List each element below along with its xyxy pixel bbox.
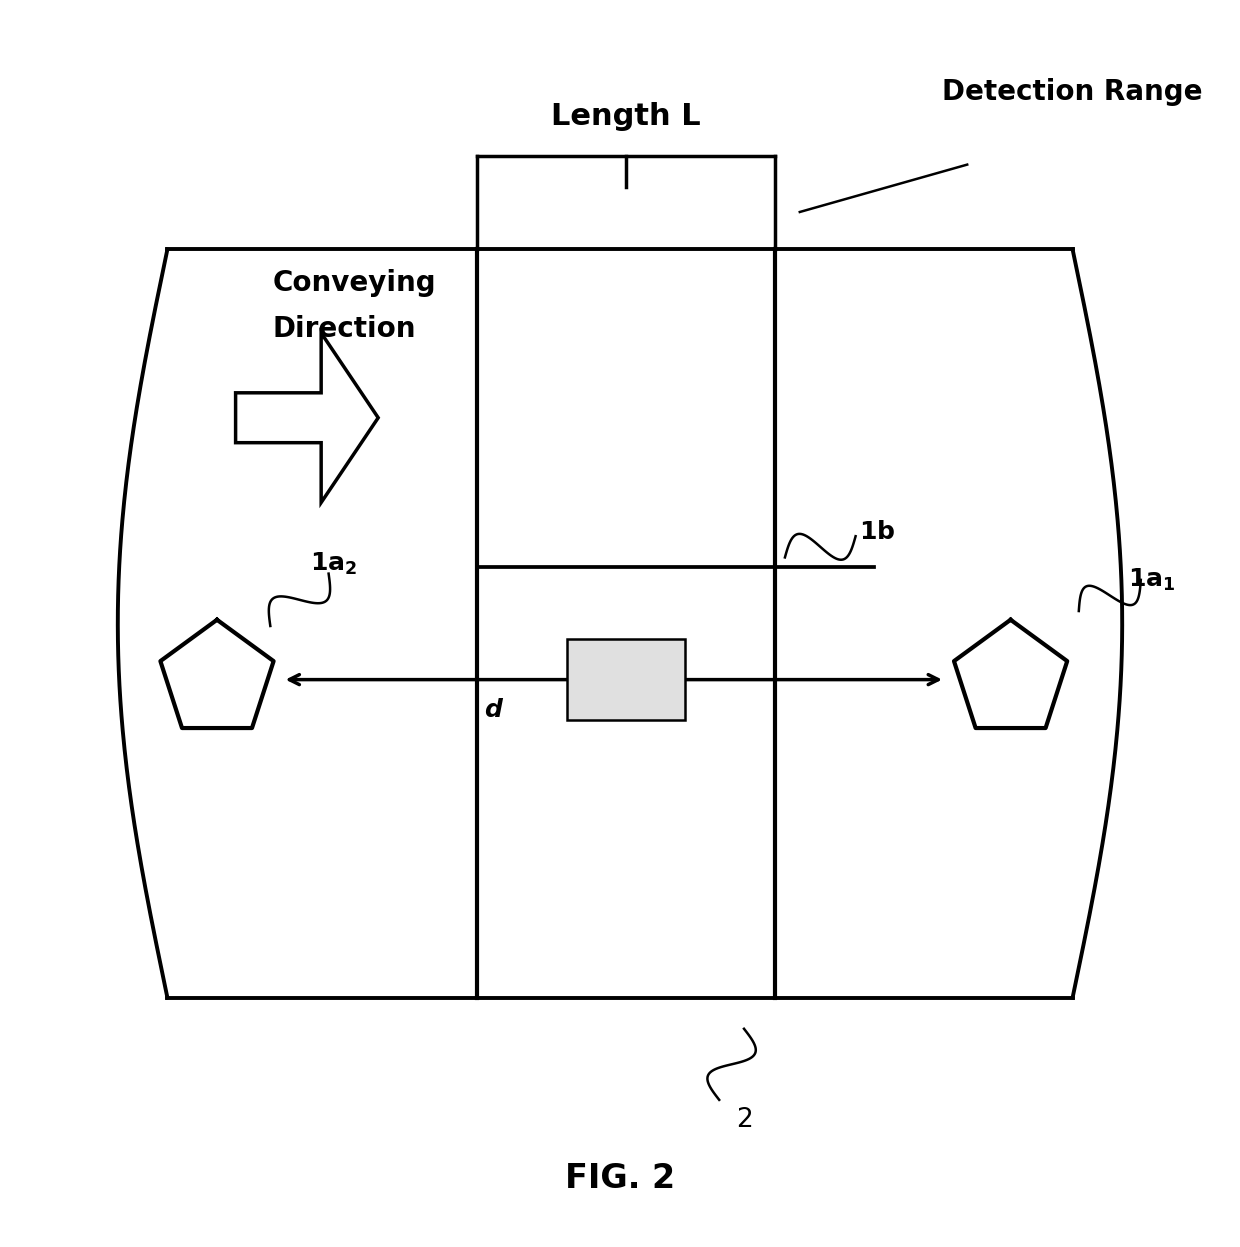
Text: Length L: Length L bbox=[552, 102, 701, 131]
Text: $\mathbf{1a_2}$: $\mathbf{1a_2}$ bbox=[310, 551, 357, 577]
Text: d: d bbox=[484, 698, 501, 722]
Polygon shape bbox=[236, 333, 378, 503]
Text: FIG. 2: FIG. 2 bbox=[565, 1162, 675, 1195]
Text: $\mathbf{1a_1}$: $\mathbf{1a_1}$ bbox=[1128, 566, 1176, 594]
Bar bbox=[568, 640, 684, 721]
Text: Direction: Direction bbox=[273, 315, 417, 343]
Text: 2: 2 bbox=[735, 1107, 753, 1134]
Text: $\mathbf{1b}$: $\mathbf{1b}$ bbox=[859, 520, 895, 545]
Text: Detection Range: Detection Range bbox=[942, 79, 1203, 106]
Text: Conveying: Conveying bbox=[273, 269, 436, 297]
Bar bbox=[477, 249, 775, 998]
